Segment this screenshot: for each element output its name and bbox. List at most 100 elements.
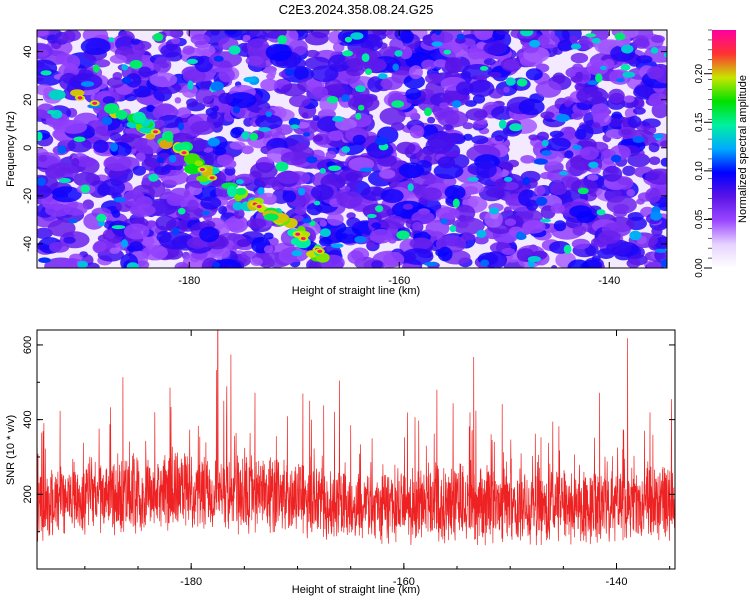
- heatmap-cell: [199, 167, 205, 172]
- heatmap-cell: [504, 176, 513, 182]
- heatmap-cell: [645, 187, 661, 203]
- heatmap-cell: [559, 126, 577, 141]
- heatmap-cell: [646, 261, 662, 268]
- heatmap-cell: [63, 236, 76, 244]
- heatmap-cell: [328, 130, 344, 141]
- heatmap-cell: [280, 151, 309, 166]
- heatmap-cell: [235, 187, 247, 196]
- heatmap-cell: [495, 30, 510, 36]
- heatmap-cell: [505, 77, 516, 86]
- heatmap-cell: [340, 185, 351, 193]
- heatmap-cell: [550, 203, 565, 214]
- heatmap-cell: [398, 162, 425, 179]
- heatmap-cell: [156, 156, 164, 164]
- heatmap-cell: [367, 76, 384, 93]
- heatmap-cell: [209, 246, 231, 259]
- heatmap-cell: [494, 178, 507, 190]
- heatmap-cell: [291, 250, 303, 257]
- heatmap-cell: [187, 199, 199, 211]
- snr-y-ticks: 200 400 600: [22, 336, 675, 533]
- heatmap-cell: [40, 70, 52, 76]
- heatmap-cell: [37, 103, 56, 119]
- heatmap-cell: [294, 205, 307, 216]
- heatmap-cell: [297, 187, 306, 196]
- heatmap-cell: [57, 145, 67, 154]
- heatmap-cell: [80, 37, 111, 56]
- heatmap-cell: [341, 146, 351, 153]
- heatmap-cell: [533, 158, 548, 165]
- heatmap-cell: [563, 244, 572, 254]
- heatmap-cell: [474, 235, 489, 245]
- heatmap-cell: [93, 139, 109, 153]
- heatmap-cell: [181, 151, 187, 155]
- heatmap-cell: [611, 111, 623, 120]
- heatmap-cell: [622, 165, 636, 176]
- heatmap-cell: [109, 132, 122, 142]
- heatmap-cell: [464, 100, 477, 107]
- heatmap-cell: [153, 166, 171, 176]
- heatmap-cell: [649, 156, 661, 165]
- heatmap-cell: [520, 30, 534, 37]
- heatmap-cell: [352, 134, 366, 145]
- heatmap-cell: [552, 72, 566, 85]
- heatmap-cell: [129, 59, 143, 69]
- heatmap-cell: [67, 138, 92, 153]
- heatmap-cell: [636, 198, 645, 205]
- heatmap-cell: [80, 81, 95, 87]
- snr-y-tick-label: 400: [22, 410, 34, 428]
- heatmap-cell: [467, 176, 479, 182]
- heatmap-cell: [44, 203, 71, 217]
- heatmap-cell: [535, 80, 562, 98]
- heatmap-cell: [37, 84, 53, 96]
- heatmap-cell: [626, 189, 635, 197]
- heatmap-cell: [126, 262, 139, 268]
- heatmap-cell: [607, 88, 625, 104]
- heatmap-cell: [577, 187, 589, 195]
- heatmap-cell: [174, 262, 189, 268]
- heatmap-cell: [396, 230, 410, 240]
- colorbar-tick-label: 0.00: [694, 258, 705, 278]
- heatmap-cell: [569, 35, 578, 43]
- heatmap-cell: [632, 136, 645, 144]
- heatmap-cell: [255, 114, 283, 130]
- heatmap-cell: [520, 155, 535, 164]
- heatmap-cell: [588, 161, 599, 169]
- heatmap-cell: [440, 218, 448, 225]
- snr-series-line: [37, 330, 675, 546]
- heatmap-cell: [405, 88, 422, 100]
- heatmap-cell: [403, 74, 425, 89]
- heatmap-cell: [571, 111, 584, 120]
- heatmap-cell: [570, 75, 583, 83]
- heatmap-cell: [245, 55, 264, 66]
- heatmap-cell: [256, 204, 262, 209]
- heatmap-cell: [123, 223, 150, 240]
- heatmap-cell: [344, 36, 352, 43]
- heatmap-cell: [439, 102, 449, 109]
- heatmap-cell: [660, 157, 667, 167]
- heatmap-cell: [459, 181, 485, 195]
- heatmap-cell: [347, 250, 364, 264]
- spectrogram-panel: -180 -160 -140 -40 -20 0 20 40 Height of strai…: [5, 29, 668, 297]
- heatmap-cell: [319, 228, 331, 237]
- heatmap-cell: [653, 133, 665, 139]
- heatmap-cell: [572, 225, 587, 236]
- heatmap-cell: [503, 86, 510, 93]
- heatmap-cell: [226, 92, 257, 109]
- heatmap-cell: [392, 63, 400, 71]
- snr-x-axis-label: Height of straight line (km): [292, 584, 420, 596]
- heatmap-cell: [181, 84, 198, 98]
- heatmap-cell: [465, 108, 488, 121]
- heatmap-cell: [540, 111, 555, 120]
- heatmap-cell: [380, 77, 403, 90]
- heatmap-cell: [80, 184, 91, 194]
- heatmap-cell: [371, 260, 383, 268]
- heatmap-cell: [109, 247, 120, 254]
- heatmap-cell: [208, 51, 242, 68]
- heatmap-cell: [133, 85, 151, 98]
- heatmap-cell: [411, 183, 423, 195]
- heatmap-cell: [643, 125, 657, 135]
- heatmap-cell: [574, 128, 587, 140]
- heatmap-cell: [480, 66, 489, 71]
- heatmap-cell: [633, 38, 650, 49]
- heatmap-cell: [522, 176, 530, 186]
